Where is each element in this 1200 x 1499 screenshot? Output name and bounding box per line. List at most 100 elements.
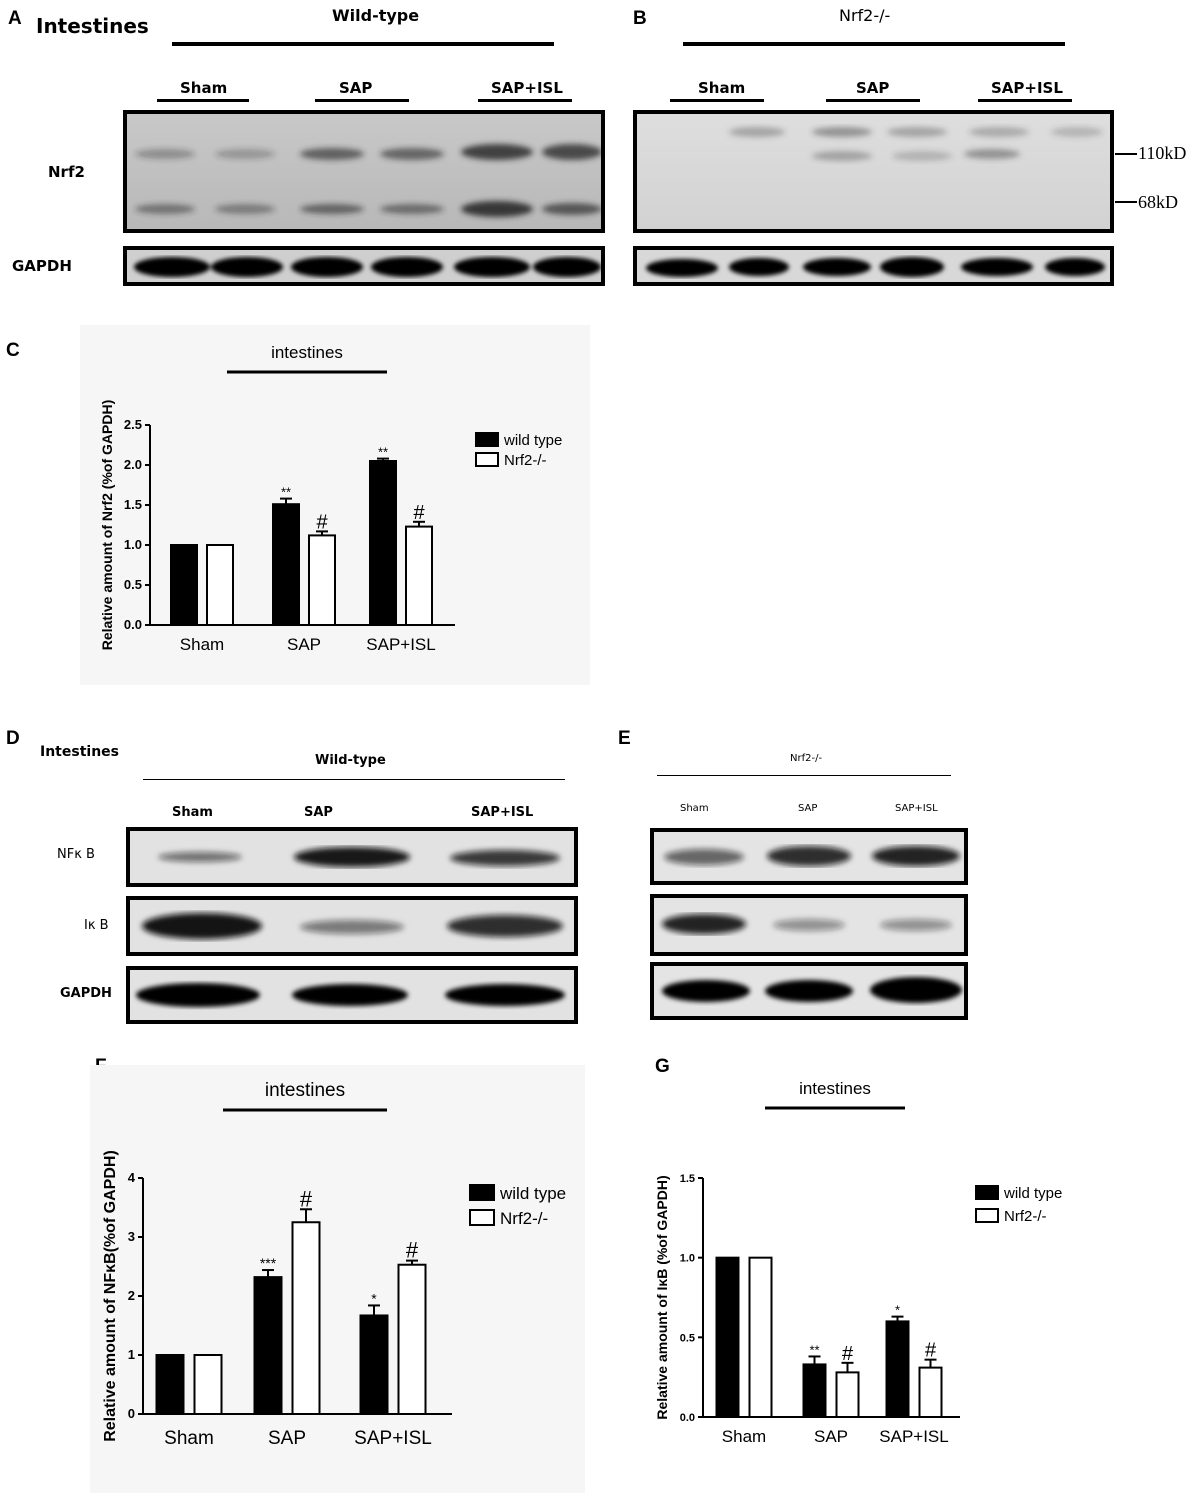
y-tick-label: 1	[128, 1347, 135, 1362]
significance-mark: #	[925, 1340, 937, 1362]
y-axis-label: Relative amount of Nrf2 (%of GAPDH)	[99, 400, 115, 650]
y-tick-label: 0	[128, 1406, 135, 1421]
blot-a-group-line-sap	[315, 99, 409, 102]
blot-e-genotype-label: Nrf2-/-	[790, 753, 823, 764]
chart-g: intestines 0.0 0.5 1.0 1.5 Relative amount of…	[654, 1079, 1062, 1446]
blot-b-group-line-sapisl	[978, 99, 1072, 102]
bar-nrf2ko-sapisl	[405, 525, 433, 627]
blot-b-group-line-sham	[670, 99, 764, 102]
chart-c-background	[80, 325, 590, 685]
blot-d-group-sap: SAP	[304, 805, 333, 820]
x-tick-label: SAP	[287, 635, 321, 654]
blot-a-row-nrf2: Nrf2	[48, 163, 85, 181]
y-axis-label: Relative amount of NFκB(%of GAPDH)	[102, 1150, 119, 1442]
bar-nrf2ko-sapisl	[397, 1263, 427, 1415]
y-tick-label: 2	[128, 1288, 135, 1303]
blot-e-group-sap: SAP	[798, 803, 818, 814]
bar-wildtype-sap	[253, 1276, 283, 1415]
bar-nrf2ko-sapisl	[918, 1366, 943, 1418]
bar-wildtype-sapisl	[359, 1314, 389, 1415]
panel-label-g: G	[655, 1056, 670, 1077]
blot-b-genotype-label: Nrf2-/-	[839, 6, 891, 25]
y-tick-label: 1.0	[124, 537, 142, 552]
y-axis-label: Relative amount of IκB (%of GAPDH)	[654, 1175, 670, 1419]
significance-mark: *	[895, 1303, 900, 1318]
y-tick-label: 1.5	[680, 1173, 695, 1185]
blot-b-nrf2-bands	[729, 127, 1103, 161]
x-tick-label: Sham	[722, 1427, 766, 1446]
bar-nrf2ko-sap	[291, 1221, 321, 1415]
blot-e-group-sapisl: SAP+ISL	[895, 803, 938, 814]
y-tick-label: 2.0	[124, 457, 142, 472]
y-tick-label: 0.0	[680, 1412, 695, 1424]
blot-d-row-gapdh: GAPDH	[60, 986, 112, 1001]
blot-e-ikb-membrane	[650, 894, 968, 956]
blot-d-gapdh-membrane	[126, 966, 578, 1024]
chart-title: intestines	[271, 343, 343, 362]
blot-b-group-sap: SAP	[856, 79, 890, 97]
bar-wildtype-sham	[715, 1256, 740, 1418]
bar-nrf2ko-sham	[206, 544, 234, 626]
significance-mark: **	[378, 445, 388, 460]
blot-a-group-sap: SAP	[339, 79, 373, 97]
blot-a-group-line-sapisl	[478, 99, 572, 102]
bar-wildtype-sham	[155, 1354, 185, 1415]
y-tick-label: 0.5	[680, 1332, 695, 1344]
bar-wildtype-sap	[802, 1363, 827, 1419]
chart-title: intestines	[799, 1079, 871, 1098]
blot-e-group-sham: Sham	[680, 803, 709, 814]
bar-nrf2ko-sham	[748, 1256, 773, 1418]
y-tick-label: 0.0	[124, 617, 142, 632]
blot-d-genotype-label: Wild-type	[315, 753, 386, 768]
blot-d-row-nfkb: NFκ B	[57, 847, 95, 862]
chart-title: intestines	[265, 1080, 345, 1101]
blot-d-group-sham: Sham	[172, 805, 213, 820]
legend-swatch	[469, 1184, 495, 1201]
legend-label: wild type	[1003, 1185, 1062, 1202]
marker-110-tick	[1115, 153, 1137, 155]
x-tick-label: Sham	[180, 635, 224, 654]
blot-d-ikb-bands	[142, 913, 563, 939]
blot-d-genotype-line	[143, 779, 565, 780]
legend-label: Nrf2-/-	[500, 1209, 548, 1228]
bar-wildtype-sham	[170, 544, 198, 626]
blot-d-nfkb-membrane	[126, 827, 578, 887]
blot-b-group-line-sap	[826, 99, 920, 102]
legend-label: wild type	[499, 1184, 566, 1203]
bar-wildtype-sapisl	[369, 460, 397, 626]
y-tick-label: 4	[128, 1170, 136, 1185]
significance-mark: #	[842, 1343, 854, 1365]
legend-label: wild type	[503, 432, 562, 449]
legend-swatch	[475, 452, 499, 467]
blot-d-tissue-label: Intestines	[40, 744, 119, 760]
blot-a-group-line-sham	[157, 99, 249, 102]
blot-a-group-sham: Sham	[180, 79, 228, 97]
x-tick-label: SAP+ISL	[354, 1428, 432, 1449]
panel-label-a: A	[8, 8, 22, 29]
blot-d-ikb-membrane	[126, 896, 578, 956]
blot-a-gapdh-membrane	[123, 246, 605, 286]
bar-nrf2ko-sham	[193, 1354, 223, 1415]
y-tick-label: 2.5	[124, 417, 142, 432]
x-tick-label: SAP	[814, 1427, 848, 1446]
x-tick-label: SAP	[268, 1428, 306, 1449]
blot-a-group-sapisl: SAP+ISL	[491, 79, 563, 97]
legend-label: Nrf2-/-	[1004, 1208, 1047, 1225]
blot-e-gapdh-bands	[662, 977, 962, 1003]
y-tick-label: 1.5	[124, 497, 142, 512]
significance-mark: #	[300, 1186, 313, 1211]
blot-e-genotype-line	[657, 775, 951, 776]
x-tick-label: SAP+ISL	[366, 635, 435, 654]
x-tick-label: SAP+ISL	[879, 1427, 948, 1446]
blot-b-group-sapisl: SAP+ISL	[991, 79, 1063, 97]
blot-a-nrf2-membrane	[123, 110, 605, 233]
blot-e-nfkb-membrane	[650, 828, 968, 885]
legend-swatch	[975, 1208, 999, 1223]
blot-b-gapdh-membrane	[633, 246, 1114, 286]
significance-mark: #	[406, 1238, 419, 1263]
marker-110kd: 110kD	[1138, 143, 1187, 163]
significance-mark: ***	[260, 1255, 277, 1271]
blot-b-group-sham: Sham	[698, 79, 746, 97]
marker-68-tick	[1115, 201, 1137, 203]
chart-f: intestines 0 1 2 3 4 Relative amount of NFκB(%…	[90, 1065, 585, 1493]
